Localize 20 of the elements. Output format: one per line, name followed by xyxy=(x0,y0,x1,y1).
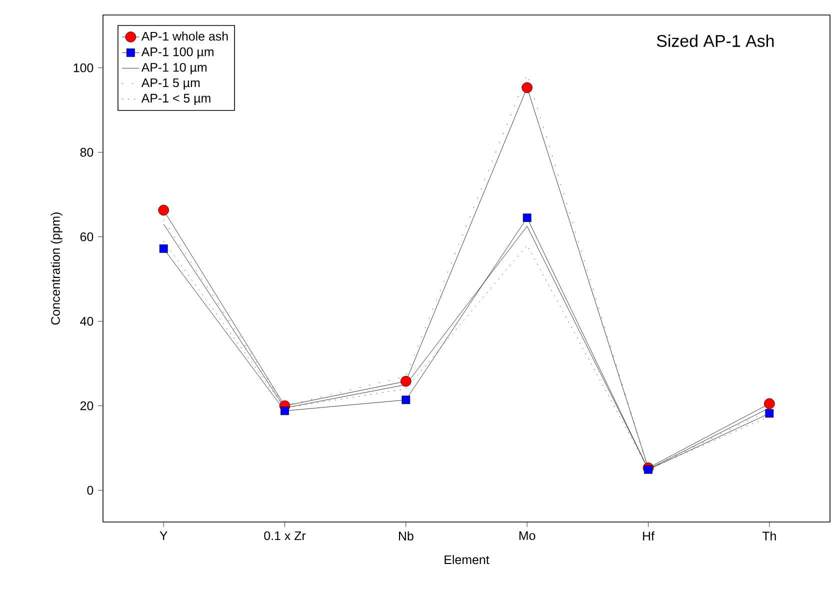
x-tick-label: 0.1 x Zr xyxy=(264,531,306,540)
x-tick-label: Hf xyxy=(643,531,655,540)
y-tick-label: 40 xyxy=(80,316,94,326)
y-tick-label: 60 xyxy=(80,232,94,242)
y-tick-label: 80 xyxy=(80,148,94,157)
legend-label: AP-1 < 5 µm xyxy=(141,94,210,106)
legend-label: AP-1 5 µm xyxy=(141,78,200,90)
x-tick-label: Th xyxy=(762,531,776,540)
x-tick-label: Mo xyxy=(519,531,536,540)
legend-label: AP-1 100 µm xyxy=(141,47,214,59)
y-tick-label: 100 xyxy=(74,63,94,72)
x-tick-label: Y xyxy=(160,531,168,540)
x-tick-label: Nb xyxy=(398,531,414,540)
y-tick-label: 0 xyxy=(87,486,94,495)
annotation: Sized AP-1 Ash xyxy=(656,34,774,47)
y-axis-title: Concentration (ppm) xyxy=(50,212,62,325)
y-tick-label: 20 xyxy=(80,401,94,410)
legend-label: AP-1 whole ash xyxy=(141,32,228,41)
x-axis-title: Element xyxy=(444,554,490,564)
legend-label: AP-1 10 µm xyxy=(141,62,207,74)
